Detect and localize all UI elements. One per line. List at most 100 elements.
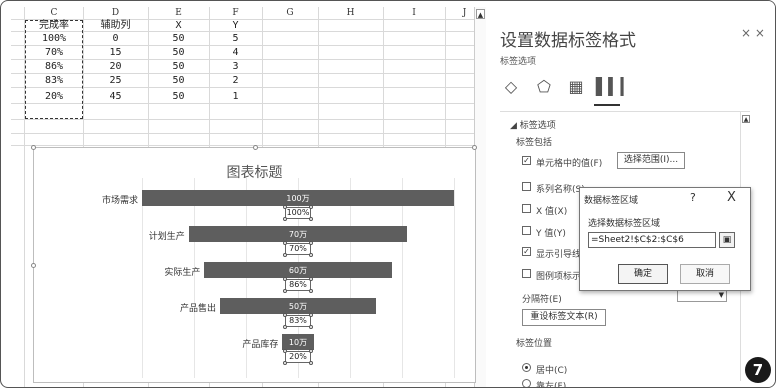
col-header-c[interactable]: C	[50, 8, 58, 18]
cell-header-completion[interactable]: 完成率	[39, 20, 69, 31]
cell-header-helper[interactable]: 辅助列	[100, 20, 131, 31]
table-cell[interactable]: 20	[109, 61, 122, 72]
label-resize-handle[interactable]	[283, 253, 287, 257]
label-resize-handle[interactable]	[309, 253, 313, 257]
table-cell[interactable]: 0	[112, 33, 119, 44]
label-resize-handle[interactable]	[309, 349, 313, 353]
reset-label-text-button[interactable]: 重设标签文本(R)	[522, 309, 606, 326]
table-cell[interactable]: 20%	[44, 91, 64, 102]
table-cell[interactable]: 50	[172, 47, 185, 58]
radio-left[interactable]	[522, 379, 531, 387]
label-resize-handle[interactable]	[283, 217, 287, 221]
section-label-options[interactable]: ◢ 标签选项	[510, 121, 556, 131]
table-cell[interactable]: 50	[172, 61, 185, 72]
label-resize-handle[interactable]	[283, 313, 287, 317]
label-resize-handle[interactable]	[309, 325, 313, 329]
label-resize-handle[interactable]	[309, 217, 313, 221]
checkbox-cell-value[interactable]: ✓	[522, 156, 531, 165]
table-cell[interactable]: 2	[232, 75, 239, 86]
table-cell[interactable]: 15	[109, 47, 122, 58]
table-cell[interactable]: 86%	[44, 61, 64, 72]
col-header-d[interactable]: D	[111, 8, 120, 18]
pane-close-button[interactable]: × ×	[741, 26, 765, 40]
label-resize-handle[interactable]	[309, 313, 313, 317]
data-label-box[interactable]: 86%	[283, 277, 313, 293]
bar[interactable]	[142, 190, 454, 206]
chart-title[interactable]: 图表标题	[226, 165, 283, 181]
label-resize-handle[interactable]	[309, 205, 313, 209]
scroll-up-icon[interactable]: ▲	[476, 9, 485, 19]
data-label-box[interactable]: 83%	[283, 313, 313, 329]
label-resize-handle[interactable]	[283, 241, 287, 245]
radio-center[interactable]	[522, 363, 531, 372]
collapse-dialog-icon[interactable]: ▣	[719, 232, 735, 248]
checkbox-series-name[interactable]	[522, 182, 531, 191]
data-label-box[interactable]: 70%	[283, 241, 313, 257]
table-cell[interactable]: 50	[172, 75, 185, 86]
shape-icon[interactable]: ⬠	[537, 77, 551, 96]
col-header-i[interactable]: I	[412, 8, 416, 18]
table-cell[interactable]: 1	[232, 91, 239, 102]
checkbox-y-value[interactable]	[522, 226, 531, 235]
bar[interactable]	[282, 334, 314, 350]
bar[interactable]	[220, 298, 376, 314]
table-cell[interactable]: 5	[232, 33, 239, 44]
dialog-prompt: 选择数据标签区域	[588, 219, 661, 229]
select-range-button[interactable]: 选择范围(I)...	[617, 152, 685, 169]
pane-subtitle[interactable]: 标签选项	[500, 57, 537, 67]
bar[interactable]	[188, 226, 408, 242]
col-header-h[interactable]: H	[346, 8, 355, 18]
col-header-j[interactable]: J	[462, 8, 467, 18]
ok-button[interactable]: 确定	[618, 264, 668, 284]
label-cell-value: 单元格中的值(F)	[536, 159, 603, 169]
table-cell[interactable]: 4	[232, 47, 239, 58]
bar-value-label: 50万	[288, 302, 308, 311]
label-resize-handle[interactable]	[283, 349, 287, 353]
resize-handle[interactable]	[31, 263, 36, 268]
data-label-box[interactable]: 100%	[283, 205, 313, 221]
resize-handle[interactable]	[31, 145, 36, 150]
label-resize-handle[interactable]	[309, 289, 313, 293]
bar-value-label: 10万	[288, 338, 308, 347]
label-series-name: 系列名称(S)	[536, 185, 585, 195]
cancel-button[interactable]: 取消	[680, 264, 730, 284]
checkbox-x-value[interactable]	[522, 204, 531, 213]
label-resize-handle[interactable]	[283, 205, 287, 209]
cell-header-y[interactable]: Y	[232, 20, 239, 31]
label-resize-handle[interactable]	[283, 289, 287, 293]
table-cell[interactable]: 70%	[44, 47, 64, 58]
col-header-f[interactable]: F	[232, 8, 239, 18]
chart-options-icon[interactable]: ▌▍▎	[596, 77, 633, 96]
resize-handle[interactable]	[253, 145, 258, 150]
col-header-g[interactable]: G	[286, 8, 294, 18]
table-cell[interactable]: 83%	[44, 75, 64, 86]
table-cell[interactable]: 25	[109, 75, 122, 86]
checkbox-leader-lines[interactable]: ✓	[522, 247, 531, 256]
table-cell[interactable]: 45	[109, 91, 122, 102]
table-cell[interactable]: 50	[172, 91, 185, 102]
help-button[interactable]: ?	[690, 191, 696, 204]
funnel-chart[interactable]: 图表标题 市场需求 100万 100% 计划生产 70万 70% 实际生产 60万 86% 产品售…	[31, 145, 477, 383]
close-button[interactable]: X	[727, 190, 736, 205]
fill-icon[interactable]: ◇	[504, 77, 518, 96]
table-cell[interactable]: 50	[172, 33, 185, 44]
label-resize-handle[interactable]	[309, 277, 313, 281]
table-cell[interactable]: 3	[232, 61, 239, 72]
selection-marquee	[25, 20, 83, 119]
table-cell[interactable]: 100%	[41, 33, 67, 44]
size-icon[interactable]: ▦	[568, 77, 584, 96]
bar[interactable]	[204, 262, 392, 278]
checkbox-legend-key[interactable]	[522, 269, 531, 278]
scroll-up-icon[interactable]: ▲	[742, 115, 750, 123]
label-resize-handle[interactable]	[309, 361, 313, 365]
label-resize-handle[interactable]	[283, 361, 287, 365]
label-resize-handle[interactable]	[283, 277, 287, 281]
divider	[500, 111, 750, 112]
resize-handle[interactable]	[472, 145, 477, 150]
range-input[interactable]: =Sheet2!$C$2:$C$6	[588, 232, 716, 248]
label-resize-handle[interactable]	[309, 241, 313, 245]
label-resize-handle[interactable]	[283, 325, 287, 329]
data-label-box[interactable]: 20%	[283, 349, 313, 365]
col-header-e[interactable]: E	[175, 8, 182, 18]
cell-header-x[interactable]: X	[175, 20, 182, 31]
